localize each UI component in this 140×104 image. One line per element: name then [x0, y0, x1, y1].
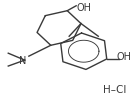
Text: N: N [19, 56, 26, 66]
Text: OH: OH [117, 52, 132, 62]
Text: OH: OH [76, 3, 91, 13]
Text: H–Cl: H–Cl [103, 85, 126, 95]
